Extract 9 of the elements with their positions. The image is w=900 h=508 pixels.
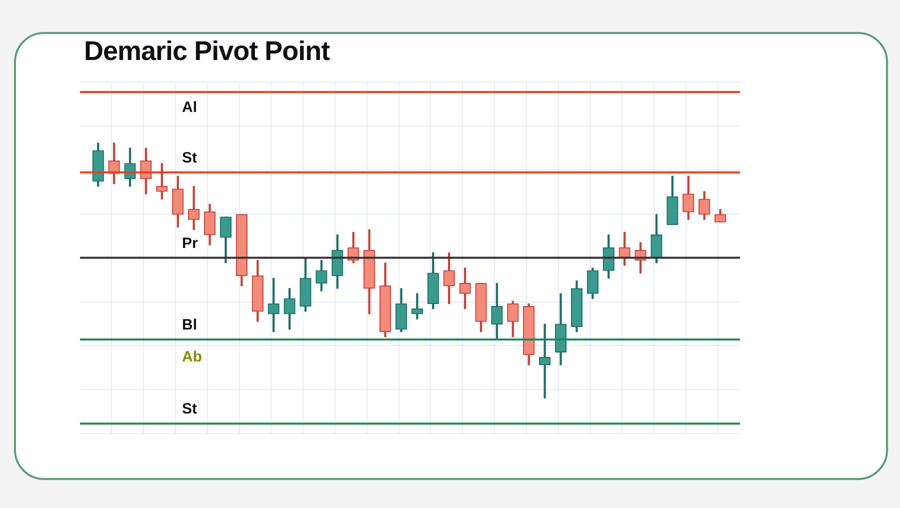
ref-line-label: Pr: [182, 234, 198, 252]
chart-title: Demaric Pivot Point: [84, 36, 330, 67]
ref-line-label: St: [182, 149, 198, 166]
ref-line-label: Al: [182, 98, 197, 116]
annotation: Ab: [182, 348, 202, 366]
candlestick: [538, 324, 551, 398]
ref-line-label: Bl: [182, 316, 197, 334]
ref-line-label: St: [182, 400, 198, 418]
candlestick: [411, 293, 424, 320]
